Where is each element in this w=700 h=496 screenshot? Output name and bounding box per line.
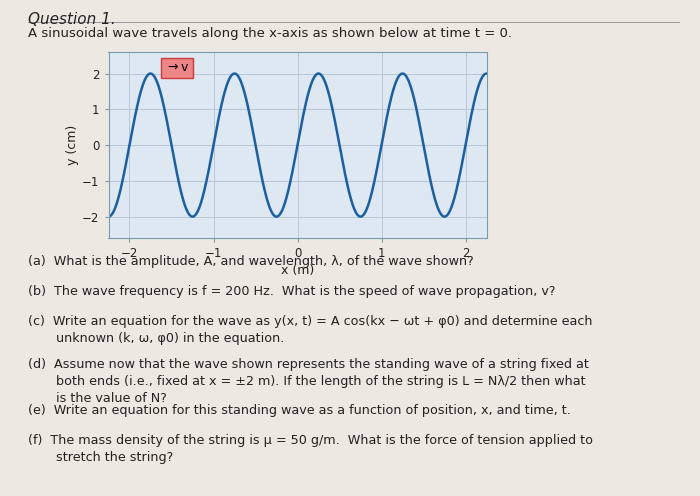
X-axis label: x (m): x (m) (281, 264, 314, 277)
Text: (c)  Write an equation for the wave as y(x, t) = A cos(kx − ωt + φ0) and determi: (c) Write an equation for the wave as y(… (28, 315, 592, 345)
Text: (d)  Assume now that the wave shown represents the standing wave of a string fix: (d) Assume now that the wave shown repre… (28, 358, 589, 405)
Text: (e)  Write an equation for this standing wave as a function of position, x, and : (e) Write an equation for this standing … (28, 404, 571, 417)
Text: (f)  The mass density of the string is μ = 50 g/m.  What is the force of tension: (f) The mass density of the string is μ … (28, 434, 593, 464)
Text: $\rightarrow$v: $\rightarrow$v (165, 62, 190, 74)
Y-axis label: y (cm): y (cm) (66, 125, 79, 165)
Text: (a)  What is the amplitude, A, and wavelength, λ, of the wave shown?: (a) What is the amplitude, A, and wavele… (28, 255, 474, 268)
Text: Question 1.: Question 1. (28, 12, 116, 27)
Text: (b)  The wave frequency is f = 200 Hz.  What is the speed of wave propagation, v: (b) The wave frequency is f = 200 Hz. Wh… (28, 285, 556, 298)
Text: A sinusoidal wave travels along the x-axis as shown below at time t = 0.: A sinusoidal wave travels along the x-ax… (28, 27, 512, 40)
